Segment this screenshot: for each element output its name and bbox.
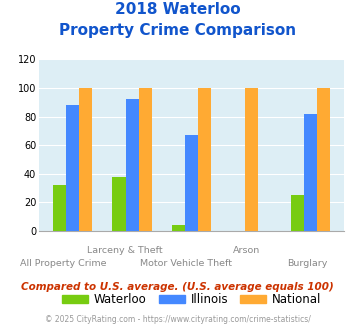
Legend: Waterloo, Illinois, National: Waterloo, Illinois, National [58, 288, 326, 311]
Bar [66, 105, 79, 231]
Bar [245, 88, 258, 231]
Bar [185, 135, 198, 231]
Bar [317, 88, 331, 231]
Text: 2018 Waterloo: 2018 Waterloo [115, 2, 240, 16]
Text: © 2025 CityRating.com - https://www.cityrating.com/crime-statistics/: © 2025 CityRating.com - https://www.city… [45, 315, 310, 324]
Text: Compared to U.S. average. (U.S. average equals 100): Compared to U.S. average. (U.S. average … [21, 282, 334, 292]
Bar [139, 88, 152, 231]
Text: Burglary: Burglary [288, 259, 328, 268]
Text: Motor Vehicle Theft: Motor Vehicle Theft [140, 259, 231, 268]
Bar [198, 88, 211, 231]
Text: Larceny & Theft: Larceny & Theft [87, 246, 162, 255]
Text: All Property Crime: All Property Crime [20, 259, 107, 268]
Bar [304, 114, 317, 231]
Bar [79, 88, 92, 231]
Bar [126, 99, 139, 231]
Text: Arson: Arson [233, 246, 260, 255]
Bar [172, 225, 185, 231]
Text: Property Crime Comparison: Property Crime Comparison [59, 23, 296, 38]
Bar [291, 195, 304, 231]
Bar [53, 185, 66, 231]
Bar [113, 177, 126, 231]
